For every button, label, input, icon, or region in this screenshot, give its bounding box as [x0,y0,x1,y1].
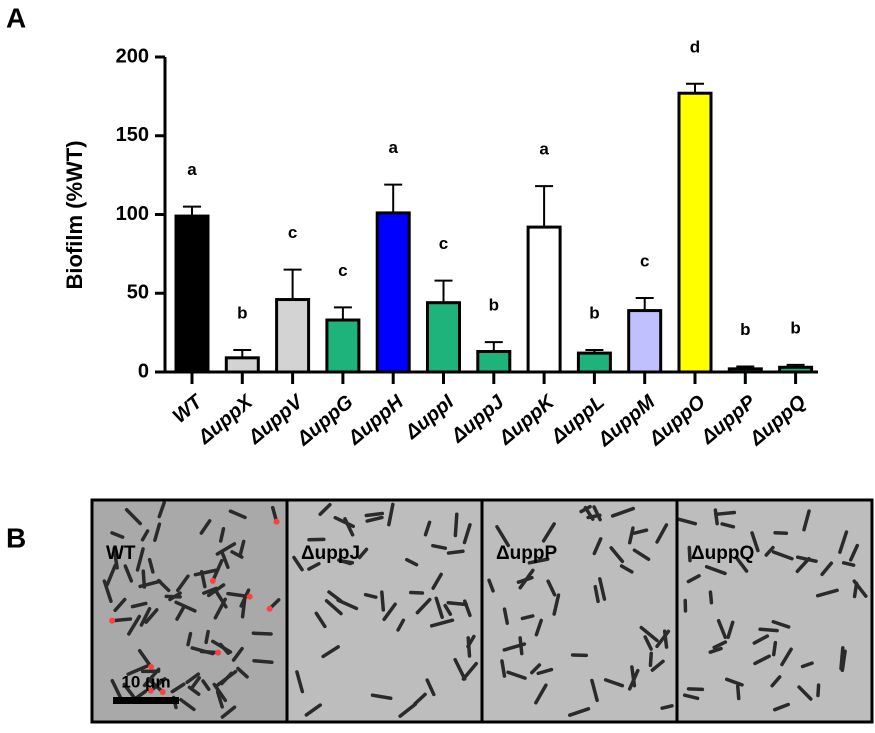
bar [226,358,258,372]
red-spot [215,650,221,656]
x-tick-label: ΔuppG [292,391,357,451]
scale-bar-label: 10 μm [121,672,170,691]
cell [448,603,466,605]
cell [254,661,272,662]
red-spot [247,594,253,600]
micrograph [482,500,677,722]
red-spot [274,519,280,525]
error-bar [636,298,654,311]
x-tick-label: ΔuppX [193,390,258,449]
bar [277,300,309,372]
x-tick-label: ΔuppM [593,390,660,451]
bar [780,367,812,372]
cell [818,685,819,695]
bar [729,369,761,372]
error-bar [384,185,402,213]
significance-letter: a [539,140,549,159]
cell [774,643,776,655]
panel-label: A [6,2,26,33]
x-tick-label: ΔuppO [644,391,710,451]
micrograph-label: ΔuppQ [691,543,754,564]
significance-letter: b [740,320,750,339]
y-tick-label: 0 [138,360,149,382]
error-bar [535,186,553,227]
micrograph-label: ΔuppJ [301,543,360,564]
red-spot [109,618,115,624]
cell [382,592,383,610]
bar [478,352,510,372]
significance-letter: c [288,223,297,242]
significance-letter: a [388,138,398,157]
bar [377,213,409,372]
cell [710,592,711,603]
cell [689,689,703,690]
cell [188,634,190,645]
significance-letter: a [187,160,197,179]
y-tick-label: 150 [116,124,149,146]
significance-letter: b [237,303,247,322]
significance-letter: c [338,261,347,280]
red-spot [267,606,273,612]
cell [716,513,735,515]
x-tick-label: ΔuppQ [745,391,811,451]
x-tick-label: ΔuppI [401,391,459,445]
significance-letter: c [640,251,649,270]
cell [844,563,854,565]
bar [629,311,661,372]
cell [689,548,690,561]
cell [650,653,651,665]
red-spot [210,578,216,584]
bar [327,320,359,372]
cell [502,661,505,676]
cell [760,629,777,630]
x-tick-label: ΔuppH [343,391,408,450]
error-bar [435,281,453,303]
significance-letter: b [489,296,499,315]
y-axis-label: Biofilm (%WT) [62,140,87,289]
micrograph-bg [482,500,677,722]
y-tick-label: 100 [116,203,149,225]
y-tick-label: 200 [116,45,149,67]
bar [176,216,208,372]
cell [522,616,532,619]
micrograph-label: WT [106,543,136,564]
cell [206,632,208,643]
cell [143,571,144,587]
red-spot [148,664,154,670]
micrograph-label: ΔuppP [496,543,557,564]
bar [679,93,711,372]
bar [428,303,460,372]
y-tick-label: 50 [127,282,149,304]
x-tick-label: WT [169,390,208,428]
cell [449,551,463,553]
significance-letter: d [690,37,700,56]
cell [366,595,376,598]
cell [665,631,667,647]
scale-bar [113,697,179,704]
micrograph [677,500,872,722]
significance-letter: c [439,234,448,253]
significance-letter: b [790,318,800,337]
panel-label: B [6,522,26,553]
bar [578,353,610,372]
cell [366,513,382,515]
significance-letter: b [589,303,599,322]
x-tick-label: ΔuppK [494,390,560,450]
error-bar [334,307,352,320]
cell [715,510,717,524]
cell [455,514,456,535]
cell [841,648,843,669]
cell [253,633,271,634]
error-bar [284,270,302,300]
micrograph [287,500,482,722]
cell [662,706,672,708]
cell [738,686,739,698]
bar [528,227,560,372]
cell [433,546,445,548]
